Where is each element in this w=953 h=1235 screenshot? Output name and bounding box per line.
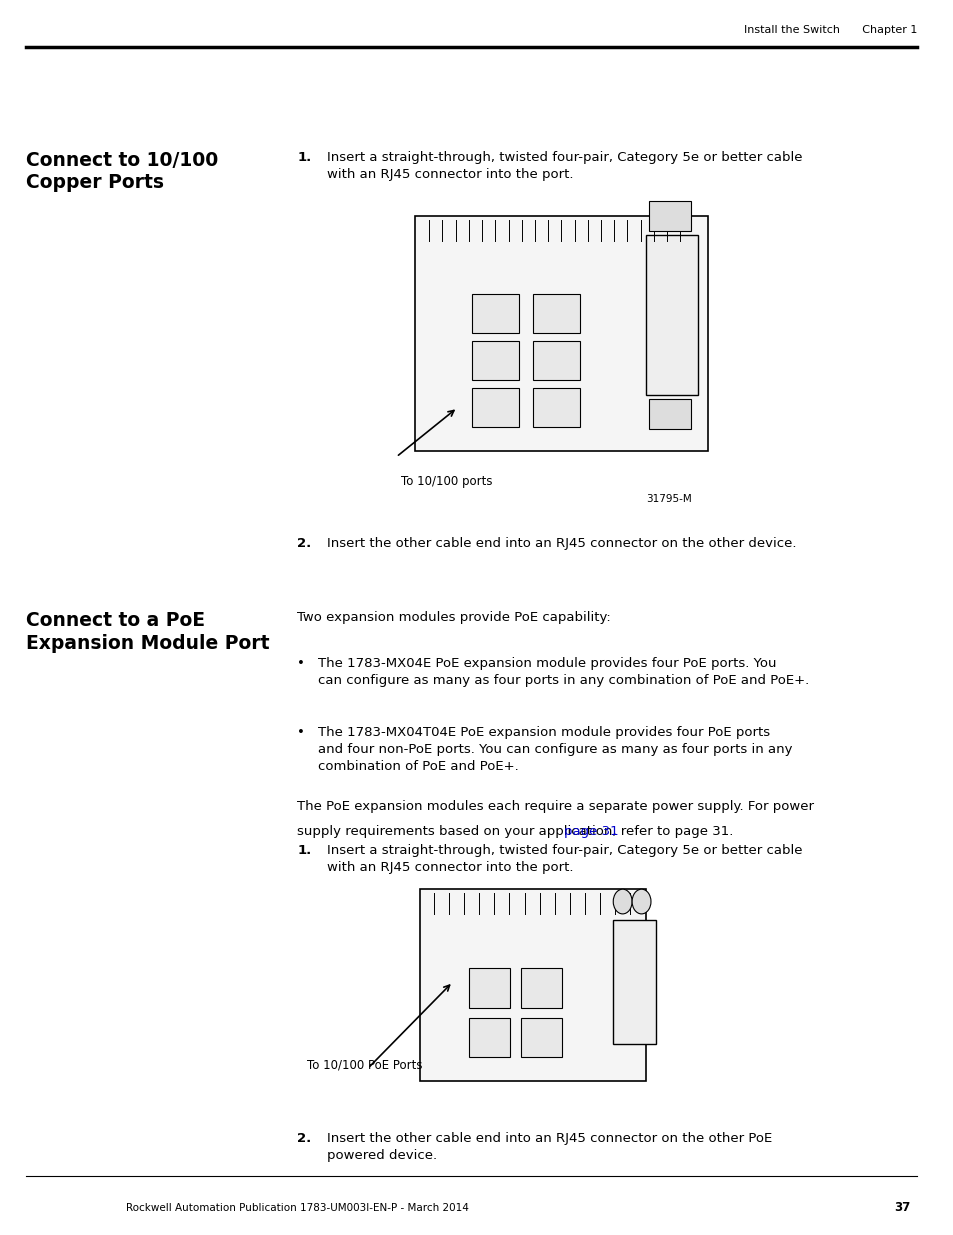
Text: Install the Switch  Chapter 1: Install the Switch Chapter 1 [743,25,916,35]
Text: To 10/100 ports: To 10/100 ports [400,475,492,489]
FancyBboxPatch shape [533,341,579,380]
Text: The PoE expansion modules each require a separate power supply. For power: The PoE expansion modules each require a… [297,800,813,814]
FancyBboxPatch shape [419,889,645,1081]
FancyBboxPatch shape [533,388,579,427]
Text: Insert a straight-through, twisted four-pair, Category 5e or better cable
with a: Insert a straight-through, twisted four-… [327,151,802,180]
FancyBboxPatch shape [520,968,561,1008]
Circle shape [632,889,650,914]
FancyBboxPatch shape [471,294,518,333]
Text: page 31: page 31 [563,825,618,839]
Text: Connect to 10/100
Copper Ports: Connect to 10/100 Copper Ports [27,151,218,193]
Text: 1.: 1. [297,844,311,857]
FancyBboxPatch shape [533,294,579,333]
Text: 37: 37 [893,1202,909,1214]
FancyBboxPatch shape [469,1018,510,1057]
FancyBboxPatch shape [648,201,690,231]
FancyBboxPatch shape [471,341,518,380]
Text: Insert the other cable end into an RJ45 connector on the other device.: Insert the other cable end into an RJ45 … [327,537,796,551]
Text: Rockwell Automation Publication 1783-UM003I-EN-P - March 2014: Rockwell Automation Publication 1783-UM0… [126,1203,468,1213]
FancyBboxPatch shape [415,216,707,451]
Text: To 10/100 PoE Ports: To 10/100 PoE Ports [306,1058,421,1072]
Text: Insert a straight-through, twisted four-pair, Category 5e or better cable
with a: Insert a straight-through, twisted four-… [327,844,802,873]
Text: 1.: 1. [297,151,311,164]
FancyBboxPatch shape [648,399,690,429]
Text: The 1783-MX04E PoE expansion module provides four PoE ports. You
can configure a: The 1783-MX04E PoE expansion module prov… [317,657,808,687]
Text: Insert the other cable end into an RJ45 connector on the other PoE
powered devic: Insert the other cable end into an RJ45 … [327,1132,772,1162]
FancyBboxPatch shape [471,388,518,427]
Text: Connect to a PoE
Expansion Module Port: Connect to a PoE Expansion Module Port [27,611,270,653]
Text: Two expansion modules provide PoE capability:: Two expansion modules provide PoE capabi… [297,611,610,625]
Text: •: • [297,657,305,671]
Text: 2.: 2. [297,1132,311,1146]
Circle shape [613,889,632,914]
FancyBboxPatch shape [520,1018,561,1057]
Text: •: • [297,726,305,740]
Text: 31795-M: 31795-M [645,494,691,504]
Text: supply requirements based on your application, refer to page 31.: supply requirements based on your applic… [297,825,733,839]
Text: 2.: 2. [297,537,311,551]
Text: The 1783-MX04T04E PoE expansion module provides four PoE ports
and four non-PoE : The 1783-MX04T04E PoE expansion module p… [317,726,792,773]
FancyBboxPatch shape [645,235,698,395]
FancyBboxPatch shape [613,920,655,1044]
FancyBboxPatch shape [469,968,510,1008]
